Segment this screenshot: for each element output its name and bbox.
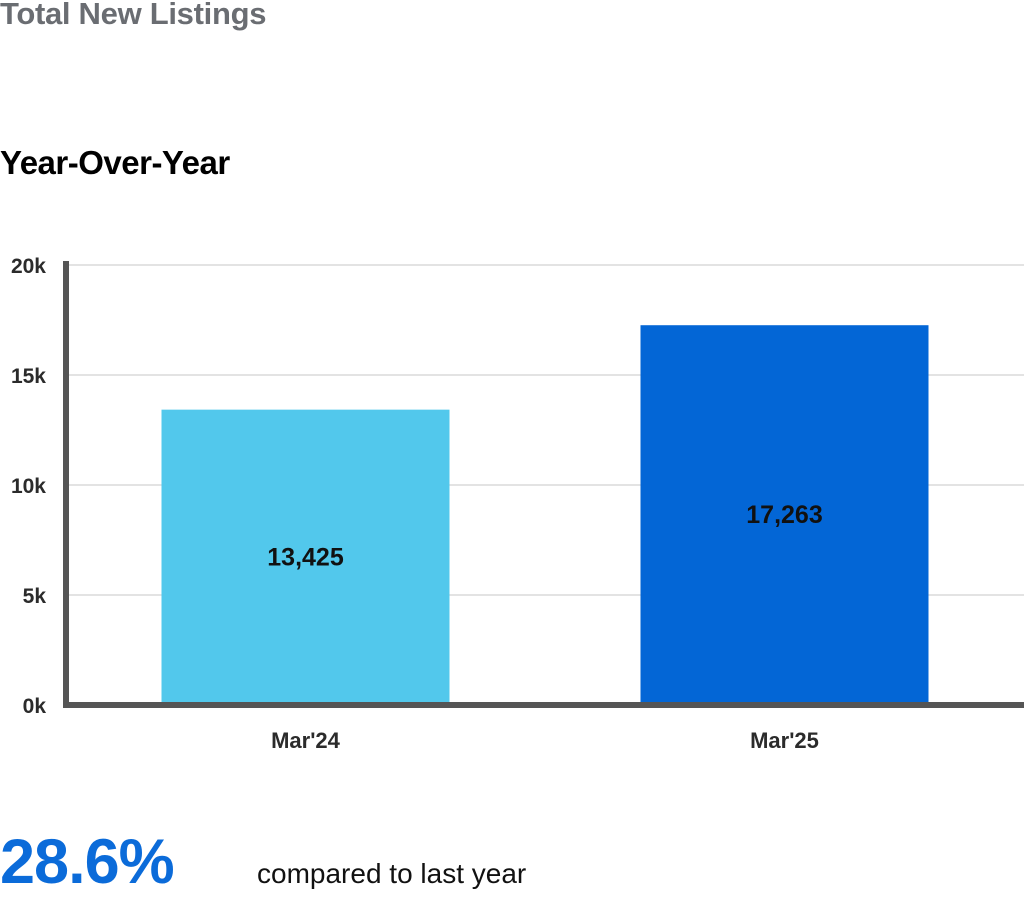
y-tick-label: 15k <box>11 365 46 388</box>
y-tick-label: 5k <box>23 585 47 608</box>
y-tick-label: 10k <box>11 475 46 498</box>
bar <box>161 409 450 705</box>
label-layer: 0k 5k 10k 15k 20k 13,425 Mar'24 17,263 Mar'25 <box>11 255 823 753</box>
y-tick-label: 20k <box>11 255 46 278</box>
section-title: Year-Over-Year <box>0 144 230 181</box>
bar-value-label: 13,425 <box>267 543 344 571</box>
bar <box>640 325 929 705</box>
bar-value-label: 17,263 <box>746 501 822 529</box>
change-caption: compared to last year <box>257 858 527 889</box>
x-tick-label: Mar'24 <box>271 728 341 753</box>
x-tick-label: Mar'25 <box>750 728 819 753</box>
bar-layer <box>161 325 929 705</box>
change-percent: 28.6% <box>0 827 175 897</box>
axis-layer <box>63 261 1024 708</box>
y-tick-label: 0k <box>23 695 47 718</box>
bar-chart: 0k 5k 10k 15k 20k 13,425 Mar'24 17,263 Mar'25 <box>11 255 1024 753</box>
page-title: Total New Listings <box>0 0 267 31</box>
